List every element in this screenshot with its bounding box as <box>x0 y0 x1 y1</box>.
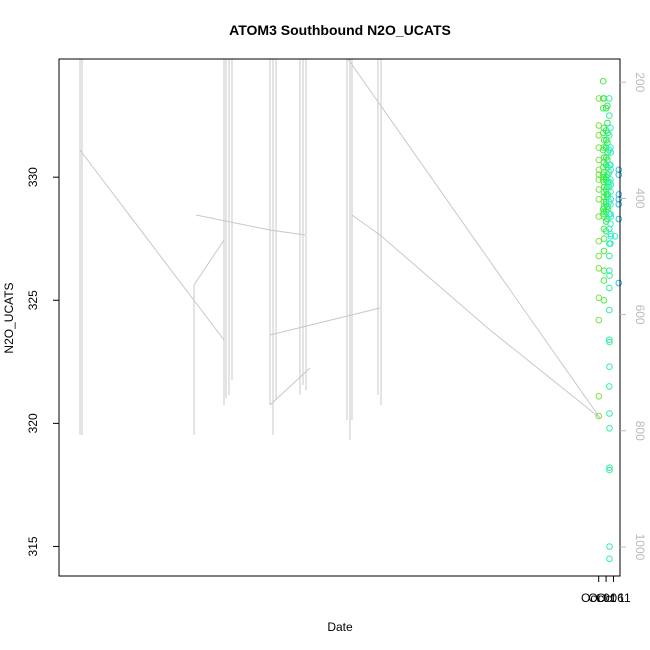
data-point <box>607 210 614 218</box>
data-points <box>595 77 623 563</box>
altitude-segment <box>347 58 601 419</box>
data-point <box>606 95 613 102</box>
data-point <box>606 383 613 390</box>
data-point <box>595 294 603 302</box>
data-point <box>607 220 614 228</box>
x-tick-label: Oct 06 <box>588 591 624 605</box>
data-point <box>607 161 614 169</box>
data-point <box>615 215 623 223</box>
y-tick-label: 315 <box>26 536 40 556</box>
y-tick-label: 325 <box>26 290 40 310</box>
data-point <box>607 124 614 132</box>
x-axis-label: Date <box>327 620 353 634</box>
data-point <box>615 191 623 198</box>
y-tick-label: 320 <box>26 413 40 433</box>
data-point <box>600 277 608 284</box>
altitude-segment <box>351 214 381 236</box>
data-point <box>606 284 613 292</box>
data-point <box>611 233 619 240</box>
altitude-segment <box>195 214 271 231</box>
data-point <box>595 412 603 420</box>
altitude-trace <box>79 58 601 440</box>
data-point <box>606 425 613 432</box>
data-point <box>607 233 615 240</box>
right-tick-label: 1000 <box>633 534 647 561</box>
altitude-segment <box>269 367 311 406</box>
x-tick-label: Oct 11 <box>596 591 631 605</box>
right-axis: 200 400 600 800 1000 <box>620 72 647 561</box>
altitude-segment <box>193 239 225 286</box>
data-point <box>607 196 615 203</box>
right-tick-label: 800 <box>633 421 647 441</box>
data-point <box>615 171 623 178</box>
data-point <box>595 252 603 260</box>
data-point <box>606 252 613 260</box>
data-point <box>606 267 613 275</box>
data-point <box>600 144 608 151</box>
data-point <box>599 77 607 85</box>
data-point <box>606 336 613 344</box>
data-point <box>607 166 615 174</box>
altitude-segment <box>379 234 491 331</box>
data-point <box>607 188 614 196</box>
right-tick-label: 400 <box>633 188 647 208</box>
data-point <box>606 272 613 279</box>
data-point <box>595 196 603 203</box>
data-point <box>600 235 608 242</box>
data-point <box>607 201 614 208</box>
altitude-segment <box>269 307 381 336</box>
data-point <box>604 119 611 127</box>
data-point <box>606 410 613 417</box>
data-point <box>606 464 613 472</box>
data-point <box>606 363 613 371</box>
data-point <box>595 156 603 164</box>
data-point <box>615 166 623 174</box>
data-point <box>606 555 613 563</box>
data-point <box>607 149 615 156</box>
data-point <box>615 201 623 208</box>
y-axis-label: N2O_UCATS <box>2 282 16 353</box>
chart-title: ATOM3 Southbound N2O_UCATS <box>229 22 451 38</box>
data-point <box>595 176 603 183</box>
data-point <box>595 265 603 272</box>
altitude-segment <box>489 329 601 419</box>
y-tick-label: 330 <box>26 167 40 187</box>
data-point <box>604 139 611 146</box>
data-point <box>606 466 613 474</box>
data-point <box>606 132 613 139</box>
data-point <box>595 237 603 245</box>
data-point <box>600 247 608 255</box>
right-tick-label: 200 <box>633 72 647 92</box>
right-tick-label: 600 <box>633 305 647 325</box>
data-point <box>607 240 614 247</box>
data-point <box>604 102 611 110</box>
data-point <box>600 297 608 304</box>
data-point <box>595 186 603 193</box>
x-tick-label: Oct 01 <box>581 591 617 605</box>
data-point <box>607 176 614 183</box>
data-point <box>606 338 613 346</box>
data-point <box>595 122 603 129</box>
data-point <box>606 306 613 314</box>
data-point <box>606 543 613 550</box>
data-point <box>595 393 603 400</box>
data-point <box>606 112 613 119</box>
altitude-segment <box>79 149 225 341</box>
data-point <box>595 171 603 178</box>
plot-frame <box>58 58 621 577</box>
data-point <box>615 279 623 287</box>
data-point <box>595 316 603 324</box>
data-point <box>607 181 615 188</box>
data-point <box>615 196 623 203</box>
y-axis: 315 320 325 330 <box>26 167 59 556</box>
data-point <box>607 144 614 151</box>
data-point <box>607 213 615 220</box>
